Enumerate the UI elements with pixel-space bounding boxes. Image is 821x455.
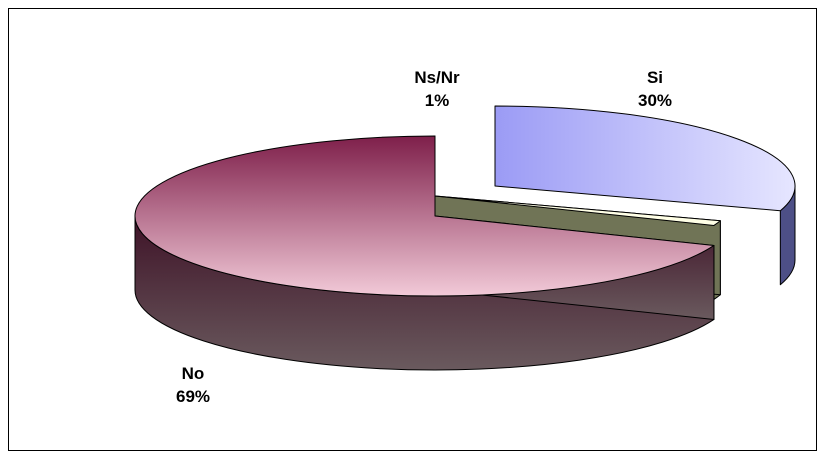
slice-percent-no: 69% xyxy=(175,387,211,406)
slice-top-nsnr xyxy=(434,195,721,226)
slice-label-nsnr: Ns/Nr 1% xyxy=(377,66,497,112)
slice-top-si xyxy=(494,105,796,212)
slice-label-no: No 69% xyxy=(133,362,253,408)
slice-name-no: No xyxy=(181,364,205,383)
slice-label-si: Si 30% xyxy=(595,66,715,112)
slice-percent-si: 30% xyxy=(637,91,673,110)
slice-top-no xyxy=(134,135,715,297)
slice-name-nsnr: Ns/Nr xyxy=(414,68,460,87)
slice-name-si: Si xyxy=(646,68,664,87)
slice-percent-nsnr: 1% xyxy=(424,91,450,110)
